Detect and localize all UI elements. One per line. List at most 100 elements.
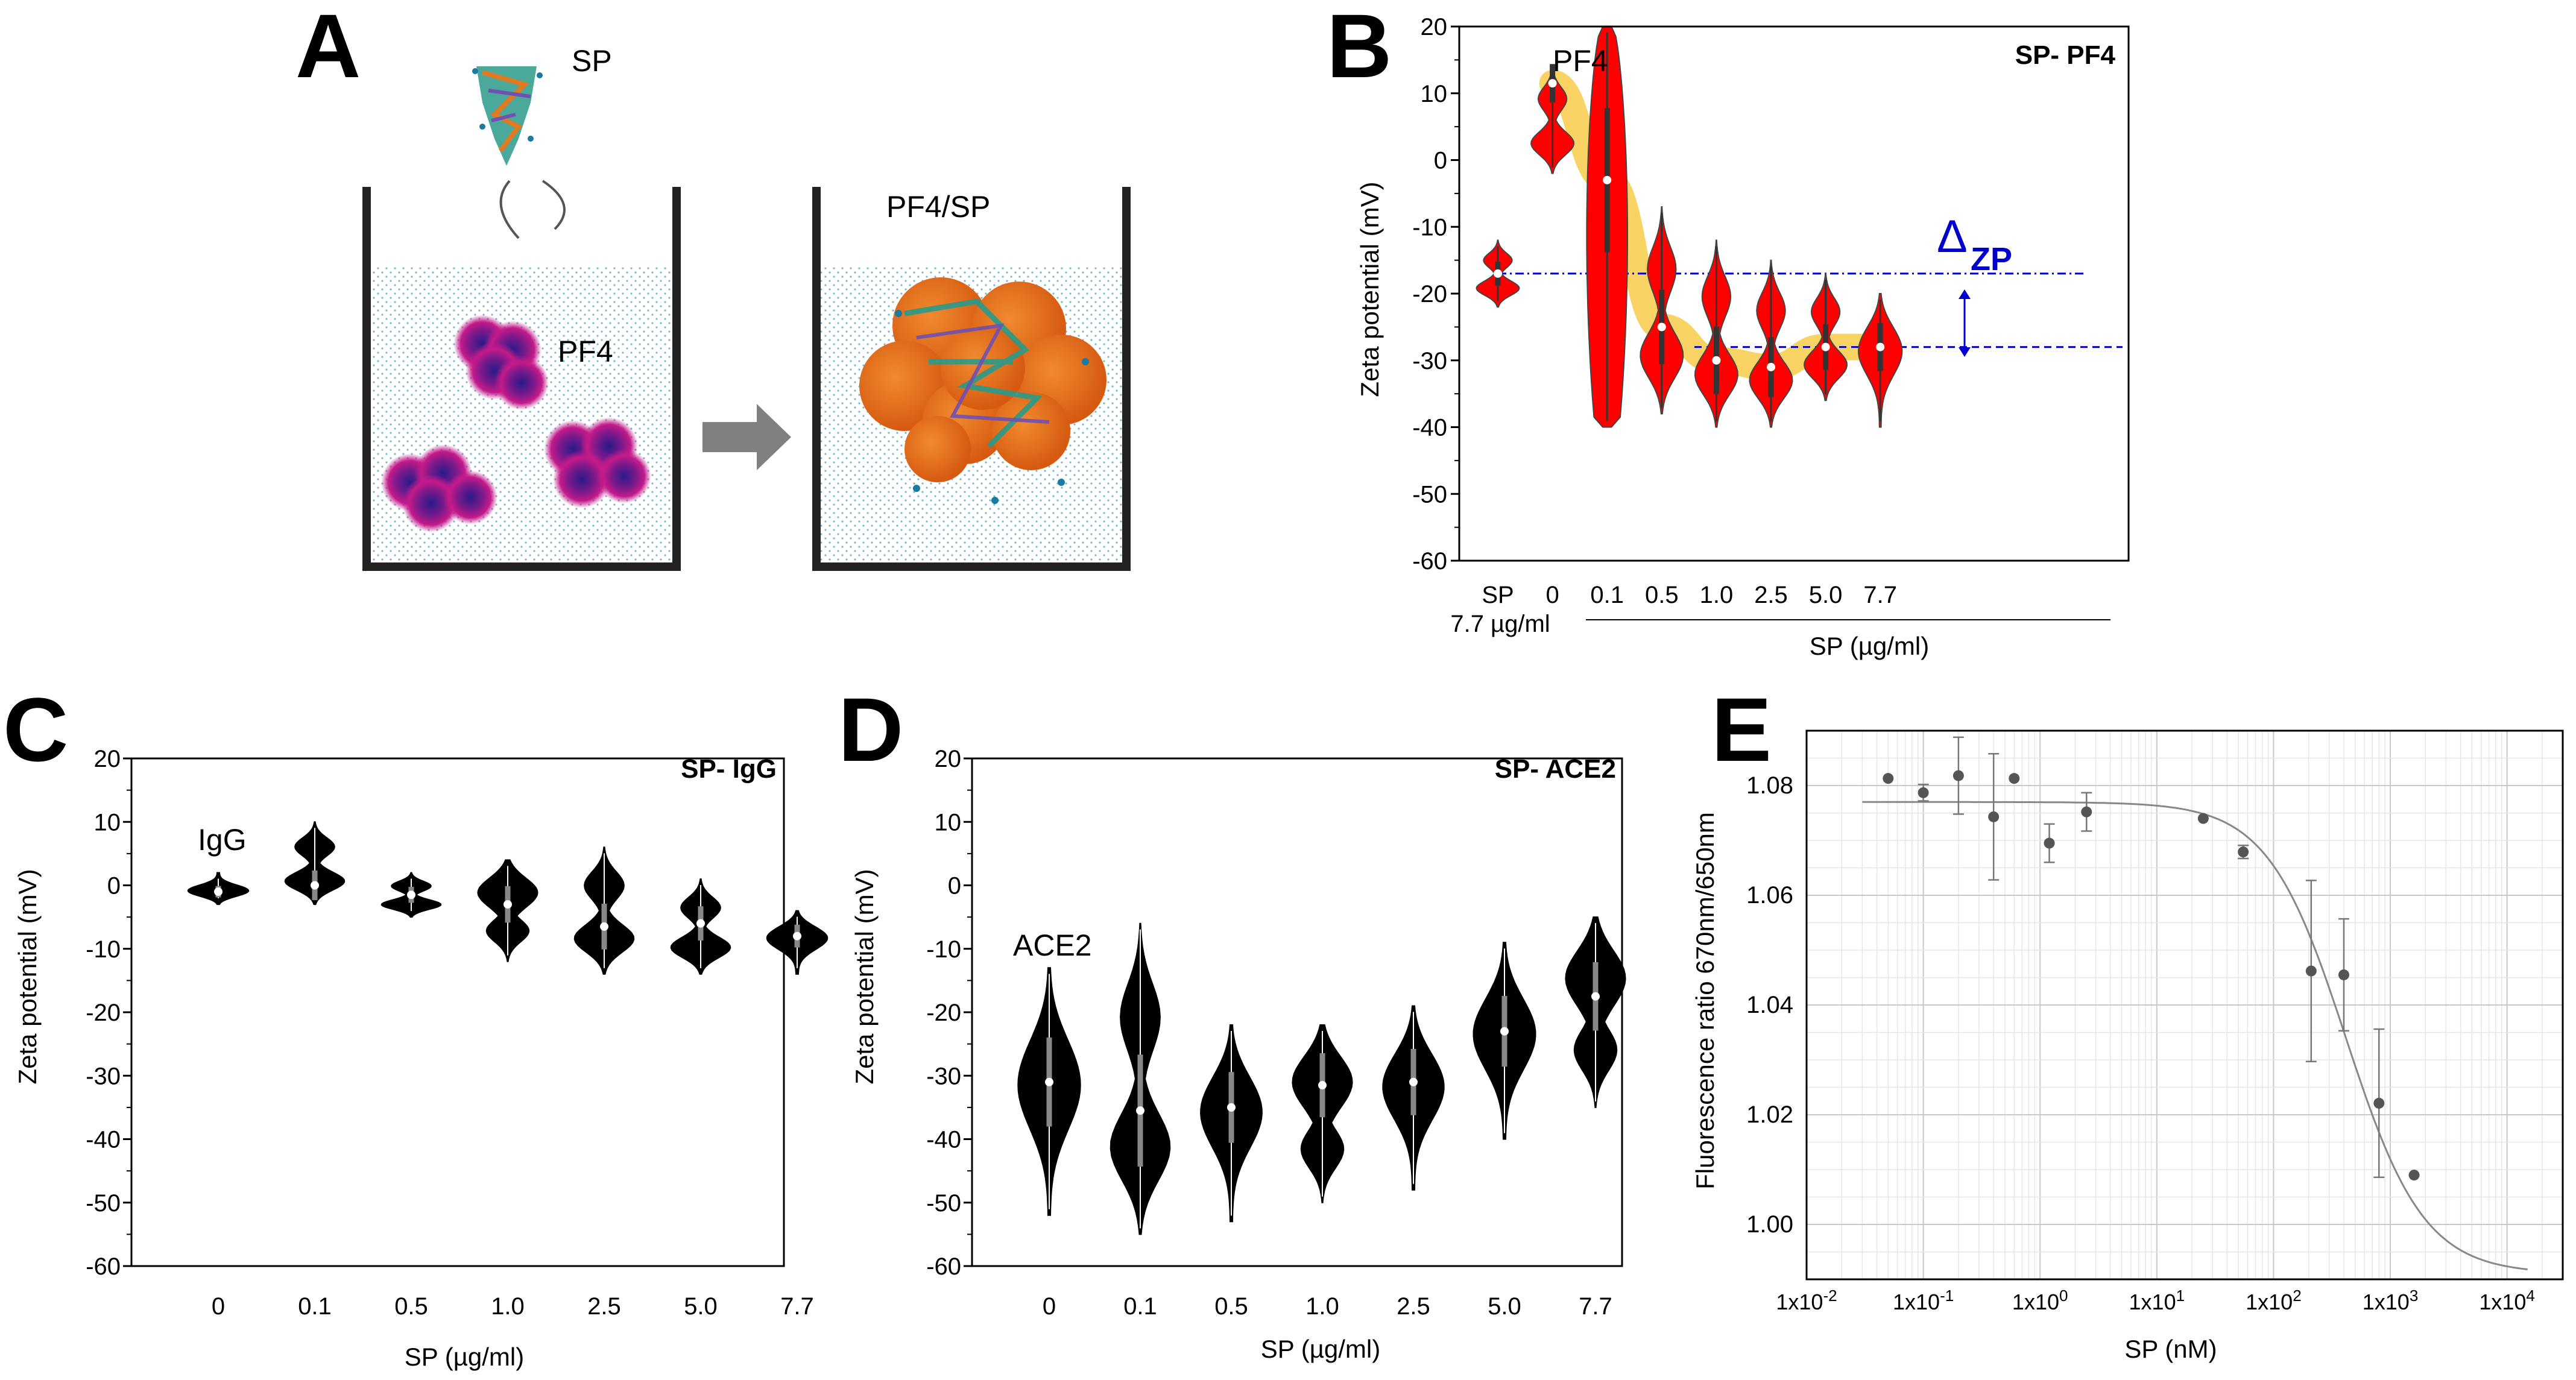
x-tick-label: 1x10-2 bbox=[1776, 1287, 1837, 1314]
point-marker bbox=[2338, 969, 2349, 980]
x-tick-label: 2.5 bbox=[1754, 582, 1788, 608]
pf4-annotation: PF4 bbox=[1553, 44, 1608, 78]
violin-median-point bbox=[1876, 342, 1885, 351]
violin bbox=[187, 872, 250, 906]
ace2-annotation: ACE2 bbox=[1013, 928, 1092, 962]
x-tick-label: 1.0 bbox=[1305, 1293, 1339, 1320]
violin bbox=[1382, 1005, 1445, 1191]
point-marker bbox=[1988, 811, 2000, 822]
x-tick-label: 1.0 bbox=[491, 1293, 525, 1320]
violin bbox=[477, 859, 538, 962]
violins bbox=[1017, 916, 1626, 1235]
beaker-left: PF4 bbox=[362, 187, 681, 571]
violin-median-point bbox=[1548, 79, 1557, 88]
pf4-label: PF4 bbox=[558, 335, 613, 368]
violin-median-point bbox=[311, 881, 319, 890]
x-axis-label: SP (µg/ml) bbox=[1261, 1335, 1380, 1363]
y-tick-label: -40 bbox=[926, 1127, 961, 1153]
y-tick-label: 10 bbox=[94, 809, 121, 836]
axes: 20 10 0 -10 -20 -30 -40 -50 -60 SP 0 0.1 0.5 1.0 2.5 5.… bbox=[1412, 14, 2130, 608]
sp-label: SP bbox=[572, 44, 612, 78]
y-tick-label: 0 bbox=[1434, 148, 1447, 174]
x-tick-label: 5.0 bbox=[684, 1293, 718, 1320]
x-tick-label: 0.1 bbox=[1590, 582, 1624, 608]
violin-median-point bbox=[1821, 342, 1830, 351]
arrow-curve-icon bbox=[499, 180, 520, 239]
control-sublabel: 7.7 µg/ml bbox=[1450, 611, 1550, 637]
violin bbox=[1200, 1024, 1263, 1223]
spike-protein-icon bbox=[472, 66, 543, 166]
violin-median-point bbox=[1409, 1077, 1418, 1086]
data-point bbox=[2238, 844, 2249, 860]
x-tick-label: 1x100 bbox=[2012, 1287, 2068, 1314]
violin-median-point bbox=[1494, 269, 1502, 278]
y-tick-label: -10 bbox=[926, 936, 961, 963]
pf4-cluster bbox=[381, 444, 497, 532]
point-marker bbox=[2373, 1097, 2385, 1109]
x-tick-label: 2.5 bbox=[1397, 1293, 1430, 1320]
violins bbox=[187, 821, 829, 975]
x-tick-label: 7.7 bbox=[780, 1293, 814, 1320]
violin bbox=[1586, 26, 1628, 428]
y-axis-label: Zeta potential (mV) bbox=[1356, 181, 1384, 397]
violin bbox=[1292, 1024, 1353, 1203]
x-axis-label: SP (nM) bbox=[2124, 1335, 2217, 1363]
beaker-right: PF4/SP bbox=[812, 187, 1131, 571]
y-tick-label: -60 bbox=[86, 1253, 121, 1280]
y-tick-label: -30 bbox=[1412, 348, 1447, 374]
axes: 20 10 0 -10 -20 -30 -40 -50 -60 0 0.1 0.5 1.0 2.5 5.0 7… bbox=[926, 746, 1623, 1320]
x-axis-label: SP (µg/ml) bbox=[405, 1343, 524, 1371]
x-tick-label: 5.0 bbox=[1488, 1293, 1521, 1320]
point-marker bbox=[1953, 770, 1964, 781]
violin-median-point bbox=[407, 890, 415, 900]
x-tick-label: 1x101 bbox=[2129, 1287, 2185, 1314]
y-tick-label: -20 bbox=[86, 1000, 121, 1026]
y-tick-label: -50 bbox=[1412, 481, 1447, 508]
fit-curve bbox=[1862, 801, 2528, 1270]
y-tick-label: -10 bbox=[1412, 214, 1447, 241]
y-tick-label: 0 bbox=[948, 873, 961, 900]
chart-title: SP- PF4 bbox=[2015, 40, 2116, 70]
y-tick-label: -30 bbox=[86, 1063, 121, 1089]
x-tick-label: 0.5 bbox=[1214, 1293, 1248, 1320]
delta-subscript: ZP bbox=[1971, 241, 2012, 277]
data-point bbox=[2338, 918, 2349, 1032]
point-marker bbox=[1883, 773, 1894, 784]
point-marker bbox=[2044, 837, 2055, 849]
pf4-sp-complex bbox=[859, 277, 1106, 504]
violin-median-point bbox=[1318, 1081, 1327, 1090]
point-marker bbox=[2238, 846, 2249, 858]
delta-symbol: Δ bbox=[1937, 211, 1968, 262]
point-marker bbox=[2305, 965, 2317, 977]
violin bbox=[1640, 206, 1684, 415]
violin bbox=[1017, 967, 1081, 1216]
x-tick-label: 1x104 bbox=[2479, 1287, 2535, 1314]
x-tick-label: 2.5 bbox=[587, 1293, 621, 1320]
panel-b-letter: B bbox=[1327, 0, 1392, 96]
data-point bbox=[2408, 1170, 2420, 1181]
x-tick-label: 1x10-1 bbox=[1893, 1287, 1954, 1314]
x-tick-label: 0.1 bbox=[298, 1293, 332, 1320]
y-tick-label: 1.06 bbox=[1746, 882, 1793, 909]
x-tick-label: 0.5 bbox=[1645, 582, 1679, 608]
y-tick-label: 10 bbox=[1421, 81, 1448, 107]
axes: 1.00 1.02 1.04 1.06 1.08 1x10-2 1x10-1 1x100 1x1… bbox=[1746, 729, 2564, 1314]
violin-median-point bbox=[1500, 1027, 1509, 1036]
arrow-right-icon bbox=[702, 404, 791, 470]
violin bbox=[766, 910, 829, 975]
y-tick-label: 1.00 bbox=[1746, 1211, 1793, 1238]
reference-lines bbox=[1498, 273, 2123, 348]
violin bbox=[1694, 239, 1738, 428]
y-tick-label: 1.08 bbox=[1746, 772, 1793, 799]
violin-median-point bbox=[1657, 323, 1666, 332]
y-tick-label: -60 bbox=[1412, 548, 1447, 575]
violin-median-point bbox=[214, 887, 223, 896]
point-marker bbox=[2197, 813, 2209, 824]
point-marker bbox=[1918, 787, 1929, 798]
chart-title: SP- IgG bbox=[681, 754, 777, 784]
panel-b-chart: B 20 10 0 -10 -20 -30 -40 -50 -60 SP 0 0.1 0.5 1.0 2.5… bbox=[1327, 0, 2130, 660]
plot-frame bbox=[1805, 729, 2564, 1281]
violin bbox=[1857, 293, 1903, 428]
grid bbox=[1806, 730, 2563, 1280]
